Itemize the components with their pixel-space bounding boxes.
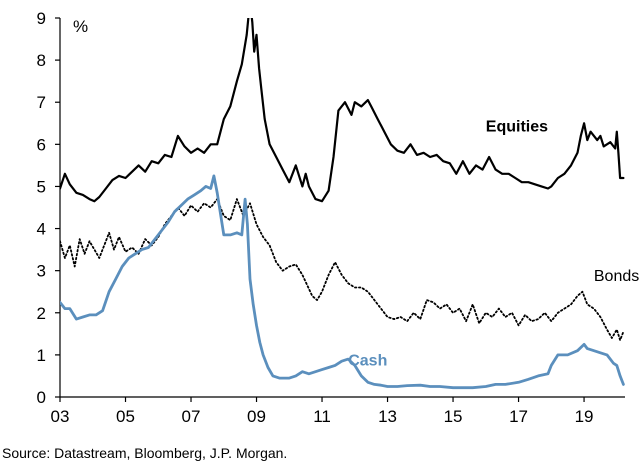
series-label-bonds: Bonds [594,268,639,285]
x-tick-label: 17 [509,407,528,426]
x-axis-ticks: 03 05 07 09 11 13 15 17 19 [51,397,594,426]
y-axis-ticks: 0 1 2 3 4 5 6 7 8 9 [37,9,60,407]
x-tick-label: 19 [575,407,594,426]
y-tick-label: 4 [37,220,46,239]
annotations: Equities Bonds Cash [348,119,639,370]
x-tick-label: 13 [378,407,397,426]
x-tick-label: 03 [51,407,70,426]
source-note: Source: Datastream, Bloomberg, J.P. Morg… [2,445,287,461]
series-line-bonds [60,198,625,341]
x-tick-label: 05 [116,407,135,426]
y-axis-unit-label: % [73,17,88,36]
x-tick-label: 11 [313,407,331,426]
x-tick-label: 09 [247,407,266,426]
y-tick-label: 2 [37,304,46,323]
y-tick-label: 1 [37,346,46,365]
y-tick-label: 7 [37,93,46,112]
series-line-cash [60,174,625,390]
x-tick-label: 15 [444,407,463,426]
y-tick-label: 0 [37,388,46,407]
axes: 0 1 2 3 4 5 6 7 8 9 03 05 07 09 11 13 15 17 19 [37,9,625,426]
y-tick-label: 5 [37,177,46,196]
y-tick-label: 6 [37,135,46,154]
y-tick-label: 9 [37,9,46,28]
y-tick-label: 3 [37,262,46,281]
series-group [60,18,625,390]
series-label-cash: Cash [348,352,387,369]
y-tick-label: 8 [37,51,46,70]
series-line-equities [60,18,625,203]
x-tick-label: 07 [182,407,201,426]
series-label-equities: Equities [486,119,548,136]
